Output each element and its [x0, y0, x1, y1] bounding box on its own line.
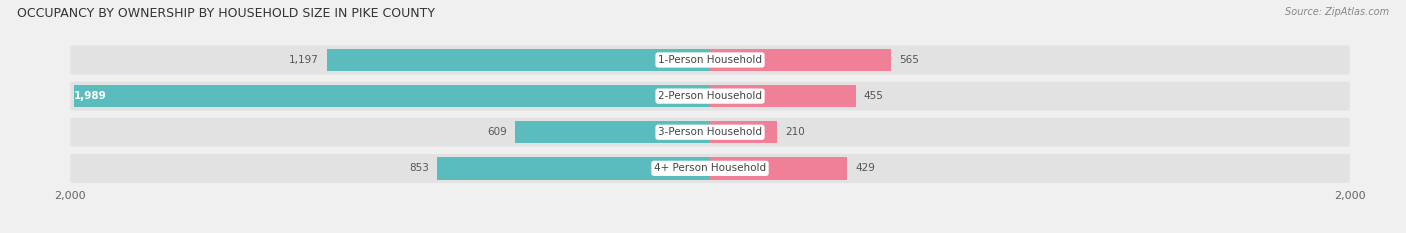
Bar — [710, 121, 778, 144]
Text: 210: 210 — [785, 127, 806, 137]
FancyBboxPatch shape — [70, 118, 1350, 147]
Text: 565: 565 — [898, 55, 918, 65]
Text: 455: 455 — [863, 91, 883, 101]
Text: 1-Person Household: 1-Person Household — [658, 55, 762, 65]
Text: 4+ Person Household: 4+ Person Household — [654, 163, 766, 173]
Text: 609: 609 — [488, 127, 508, 137]
Text: 1,197: 1,197 — [290, 55, 319, 65]
Text: 3-Person Household: 3-Person Household — [658, 127, 762, 137]
Bar — [328, 49, 710, 71]
FancyBboxPatch shape — [70, 82, 1350, 111]
Text: OCCUPANCY BY OWNERSHIP BY HOUSEHOLD SIZE IN PIKE COUNTY: OCCUPANCY BY OWNERSHIP BY HOUSEHOLD SIZE… — [17, 7, 434, 20]
Bar — [710, 49, 891, 71]
Bar — [710, 85, 856, 107]
FancyBboxPatch shape — [70, 154, 1350, 183]
Text: 1,989: 1,989 — [73, 91, 107, 101]
FancyBboxPatch shape — [70, 46, 1350, 75]
Text: 2-Person Household: 2-Person Household — [658, 91, 762, 101]
Bar — [710, 157, 848, 180]
Text: 429: 429 — [855, 163, 875, 173]
Bar — [437, 157, 710, 180]
Bar — [75, 85, 710, 107]
Text: 853: 853 — [409, 163, 429, 173]
Text: Source: ZipAtlas.com: Source: ZipAtlas.com — [1285, 7, 1389, 17]
Bar — [515, 121, 710, 144]
